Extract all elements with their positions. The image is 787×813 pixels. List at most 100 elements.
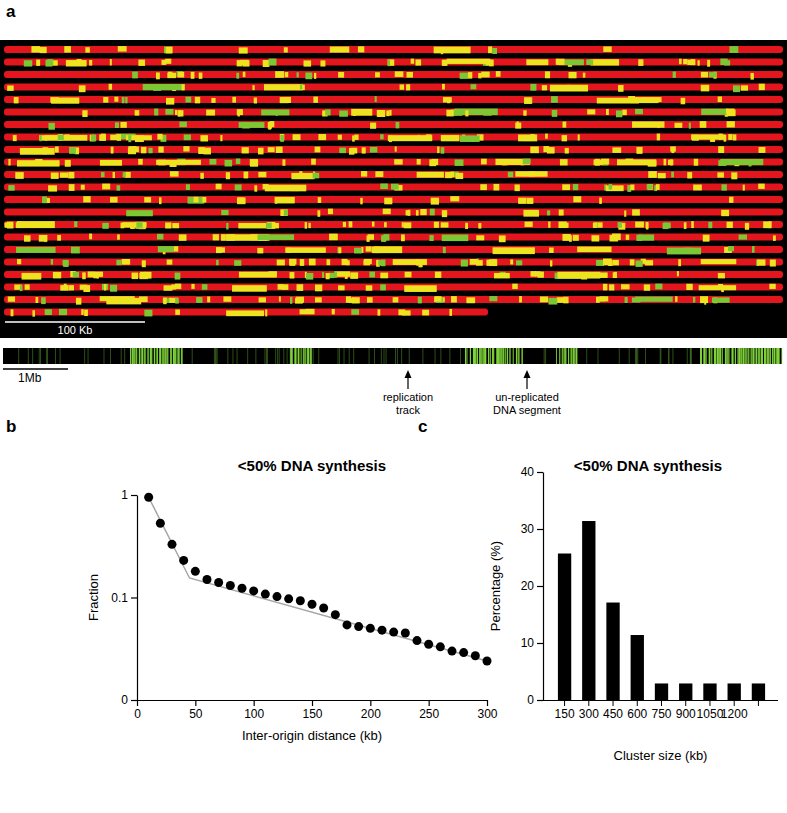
fiber-label-spot — [727, 222, 733, 228]
fiber-label-spot — [191, 72, 195, 79]
fiber-label-spot — [116, 260, 121, 265]
tick-mark — [131, 495, 137, 496]
track-segment — [769, 348, 771, 364]
fiber-label-spot — [573, 184, 578, 190]
fiber-label-spot — [164, 285, 173, 290]
fiber-label-spot — [750, 73, 753, 80]
fiber-label-spot — [724, 60, 730, 65]
fiber-label-spot — [396, 122, 400, 128]
track-scale-bar — [3, 368, 68, 370]
fiber-label-spot — [257, 234, 294, 240]
fiber-label-spot — [686, 284, 692, 290]
fiber-label-spot — [265, 310, 267, 317]
fiber-label-spot — [699, 285, 736, 290]
figure: a100 Kb1Mbreplicationtrackun-replicatedD… — [0, 0, 787, 813]
track-segment — [337, 348, 339, 364]
fiber-label-spot — [524, 97, 532, 103]
fiber-label-spot — [55, 146, 59, 152]
fiber-label-spot — [258, 148, 264, 155]
point — [319, 603, 328, 612]
fiber-label-spot — [254, 185, 257, 191]
fiber-label-spot — [45, 135, 88, 141]
tick: 250 — [419, 700, 439, 721]
fiber-label-spot — [236, 159, 240, 164]
track-segment — [566, 348, 568, 364]
track-segment — [440, 348, 442, 364]
track-segment — [141, 348, 143, 364]
fiber-label-spot — [759, 84, 765, 90]
tick-label: 900 — [676, 707, 696, 721]
chart-title: <50% DNA synthesis — [238, 457, 386, 474]
fiber-label-spot — [492, 48, 497, 54]
track-segment — [301, 348, 302, 364]
track-segment — [756, 348, 758, 364]
track-segment — [110, 348, 112, 364]
tick-mark — [588, 700, 589, 706]
fiber-label-spot — [335, 271, 350, 276]
fiber-label-spot — [411, 59, 415, 64]
fiber-label-spot — [320, 60, 325, 66]
track-segment — [408, 348, 410, 364]
axis-line — [137, 496, 138, 701]
fiber-label-spot — [36, 60, 40, 66]
track-segment — [38, 348, 40, 364]
tick: 750 — [651, 700, 671, 721]
fiber-label-spot — [700, 296, 708, 303]
fiber-label-spot — [226, 223, 228, 230]
tick-mark — [637, 700, 638, 706]
fiber-label-spot — [658, 173, 666, 178]
track-segment — [156, 348, 158, 364]
tick-label: 300 — [477, 707, 497, 721]
fiber-label-spot — [91, 135, 96, 142]
fiber-label-spot — [113, 172, 115, 178]
fiber-label-spot — [66, 60, 87, 66]
track-segment — [503, 348, 504, 364]
tick-mark — [709, 700, 710, 706]
replication-track — [3, 348, 782, 364]
fiber-label-spot — [701, 259, 737, 264]
fiber — [4, 259, 783, 266]
track-segment — [175, 348, 177, 364]
fiber-label-spot — [51, 259, 53, 265]
tick-mark — [429, 700, 430, 706]
fiber-label-spot — [519, 296, 522, 302]
track-segment — [144, 348, 146, 364]
fiber-label-spot — [380, 184, 388, 189]
track-segment — [726, 348, 728, 364]
fiber-label-spot — [606, 109, 609, 115]
fiber-label-spot — [291, 173, 314, 179]
fit-line — [149, 497, 487, 661]
track-segment — [130, 348, 131, 364]
track-segment — [691, 348, 693, 364]
fiber-label-spot — [243, 72, 246, 77]
fiber-label-spot — [769, 284, 775, 289]
fiber-label-spot — [612, 147, 621, 153]
fiber-label-spot — [284, 47, 288, 52]
fiber-label-spot — [240, 60, 249, 65]
fiber-label-spot — [383, 209, 391, 214]
tick: 450 — [603, 700, 623, 721]
fiber-label-spot — [263, 184, 269, 189]
track-segments — [18, 348, 782, 364]
fiber-label-spot — [667, 248, 701, 255]
point — [366, 624, 375, 633]
fiber-label-spot — [743, 185, 745, 191]
fiber-label-spot — [698, 60, 700, 65]
fiber — [4, 221, 783, 228]
fiber-label-spot — [126, 210, 153, 216]
fiber-label-spot — [568, 72, 576, 78]
track-segment — [479, 348, 481, 364]
track-segment — [383, 348, 385, 364]
fiber-label-spot — [164, 46, 172, 53]
fiber-label-spot — [191, 284, 194, 289]
fiber-label-spot — [630, 259, 635, 265]
fiber-label-spot — [17, 259, 21, 264]
fiber-label-spot — [562, 184, 570, 190]
track-segment — [343, 348, 345, 364]
tick: 1 — [121, 488, 137, 502]
fiber-label-spot — [573, 235, 579, 241]
fiber-label-spot — [289, 260, 295, 266]
fiber-label-spot — [664, 223, 671, 229]
fiber-label-spot — [443, 97, 452, 102]
fiber-label-spot — [280, 97, 289, 103]
